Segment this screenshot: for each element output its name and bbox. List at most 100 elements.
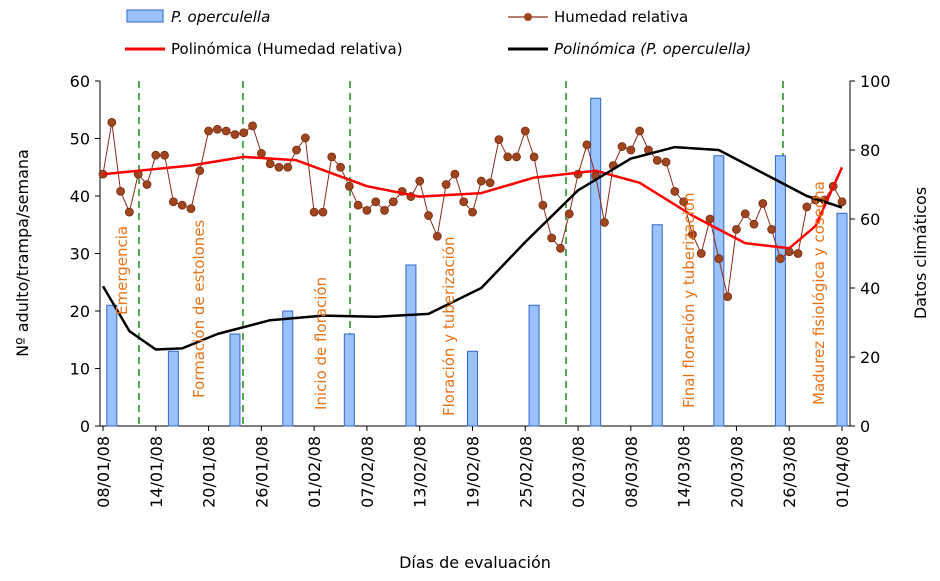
phase-annotation: Final floración y tuberización xyxy=(680,193,698,408)
humidity-marker xyxy=(415,176,425,186)
humidity-marker xyxy=(758,199,768,208)
x-tick-label: 14/01/08 xyxy=(147,436,166,508)
legend-label: Humedad relativa xyxy=(554,8,688,26)
x-tick-label: 07/02/08 xyxy=(358,436,377,508)
humidity-marker xyxy=(494,135,504,145)
humidity-marker xyxy=(740,209,750,219)
y-tick-label: 0 xyxy=(80,417,90,436)
humidity-marker xyxy=(652,155,662,165)
x-tick-label: 25/02/08 xyxy=(516,436,535,508)
legend-label: Polinómica (Humedad relativa) xyxy=(171,40,403,58)
humidity-marker xyxy=(679,197,689,207)
humidity-marker xyxy=(468,207,477,217)
humidity-marker xyxy=(723,292,733,302)
humidity-marker xyxy=(248,121,257,131)
x-tick-label: 26/03/08 xyxy=(780,436,799,508)
bar xyxy=(713,155,725,427)
bar xyxy=(590,97,602,427)
legend-label: P. operculella xyxy=(171,8,270,26)
legend-label: Polinómica (P. operculella) xyxy=(554,40,751,58)
humidity-marker xyxy=(582,140,592,150)
x-tick-label: 20/03/08 xyxy=(727,436,746,508)
humidity-marker xyxy=(336,162,345,172)
phase-annotation: Formación de estolones xyxy=(190,219,208,398)
bar xyxy=(343,333,355,427)
bar xyxy=(774,155,786,427)
humidity-marker xyxy=(714,254,724,264)
humidity-marker xyxy=(424,211,433,220)
humidity-marker xyxy=(327,152,337,162)
humidity-marker xyxy=(362,205,372,215)
y-tick-label: 20 xyxy=(70,302,90,321)
humidity-marker xyxy=(116,186,125,196)
y2-tick-label: 80 xyxy=(860,141,880,160)
humidity-marker xyxy=(635,126,645,136)
humidity-marker xyxy=(344,181,354,191)
humidity-marker xyxy=(151,150,161,160)
bar xyxy=(836,212,848,427)
humidity-marker xyxy=(160,150,169,160)
x-tick-label: 14/03/08 xyxy=(675,436,694,508)
humidity-marker xyxy=(732,224,741,234)
humidity-marker xyxy=(538,200,548,210)
humidity-marker xyxy=(459,197,469,207)
humidity-marker xyxy=(168,197,178,207)
humidity-marker xyxy=(256,149,266,158)
humidity-marker xyxy=(432,231,442,241)
phase-annotation: Emergencia xyxy=(113,226,131,315)
humidity-marker xyxy=(124,207,134,217)
humidity-marker xyxy=(688,230,697,239)
humidity-marker xyxy=(767,224,777,234)
y2-tick-label: 40 xyxy=(860,279,880,298)
humidity-marker xyxy=(556,243,565,253)
humidity-marker xyxy=(529,152,539,162)
humidity-marker xyxy=(661,157,671,167)
y2-axis-title: Datos climáticos xyxy=(911,187,930,319)
bar xyxy=(651,224,663,427)
x-tick-label: 01/02/08 xyxy=(305,436,324,508)
humidity-marker xyxy=(512,152,521,162)
humidity-marker xyxy=(318,207,328,217)
humidity-marker xyxy=(283,162,293,172)
humidity-marker xyxy=(230,130,240,139)
x-tick-label: 19/02/08 xyxy=(464,436,483,508)
humidity-marker xyxy=(617,142,627,151)
bar xyxy=(282,310,294,427)
y-tick-label: 10 xyxy=(70,360,90,379)
humidity-marker xyxy=(520,126,530,136)
x-tick-label: 01/04/08 xyxy=(833,436,852,508)
y2-tick-label: 100 xyxy=(860,72,891,91)
bar xyxy=(528,304,540,427)
humidity-marker xyxy=(388,197,398,207)
y2-tick-label: 20 xyxy=(860,348,880,367)
humidity-marker xyxy=(485,178,495,188)
legend-marker xyxy=(524,13,532,21)
humidity-marker xyxy=(107,118,117,127)
humidity-marker xyxy=(142,180,152,189)
trend-line xyxy=(101,145,843,351)
bar xyxy=(467,350,478,427)
humidity-marker xyxy=(380,205,389,215)
humidity-marker xyxy=(195,166,205,176)
humidity-marker xyxy=(186,204,196,214)
phase-annotation: Inicio de floración xyxy=(312,277,330,410)
y2-tick-label: 0 xyxy=(860,417,870,436)
humidity-marker xyxy=(705,214,715,224)
x-tick-label: 13/02/08 xyxy=(411,436,430,508)
humidity-marker xyxy=(353,200,363,210)
bar xyxy=(229,333,241,427)
humidity-marker xyxy=(696,249,706,258)
humidity-marker xyxy=(441,180,451,189)
humidity-marker xyxy=(265,159,275,169)
humidity-marker xyxy=(300,133,310,143)
humidity-marker xyxy=(450,169,460,179)
humidity-marker xyxy=(212,124,222,134)
y-tick-label: 40 xyxy=(70,187,90,206)
x-axis-title: Días de evaluación xyxy=(399,553,551,572)
bar xyxy=(405,264,417,427)
humidity-marker xyxy=(177,200,187,210)
humidity-marker xyxy=(239,128,249,138)
humidity-marker xyxy=(204,126,213,136)
